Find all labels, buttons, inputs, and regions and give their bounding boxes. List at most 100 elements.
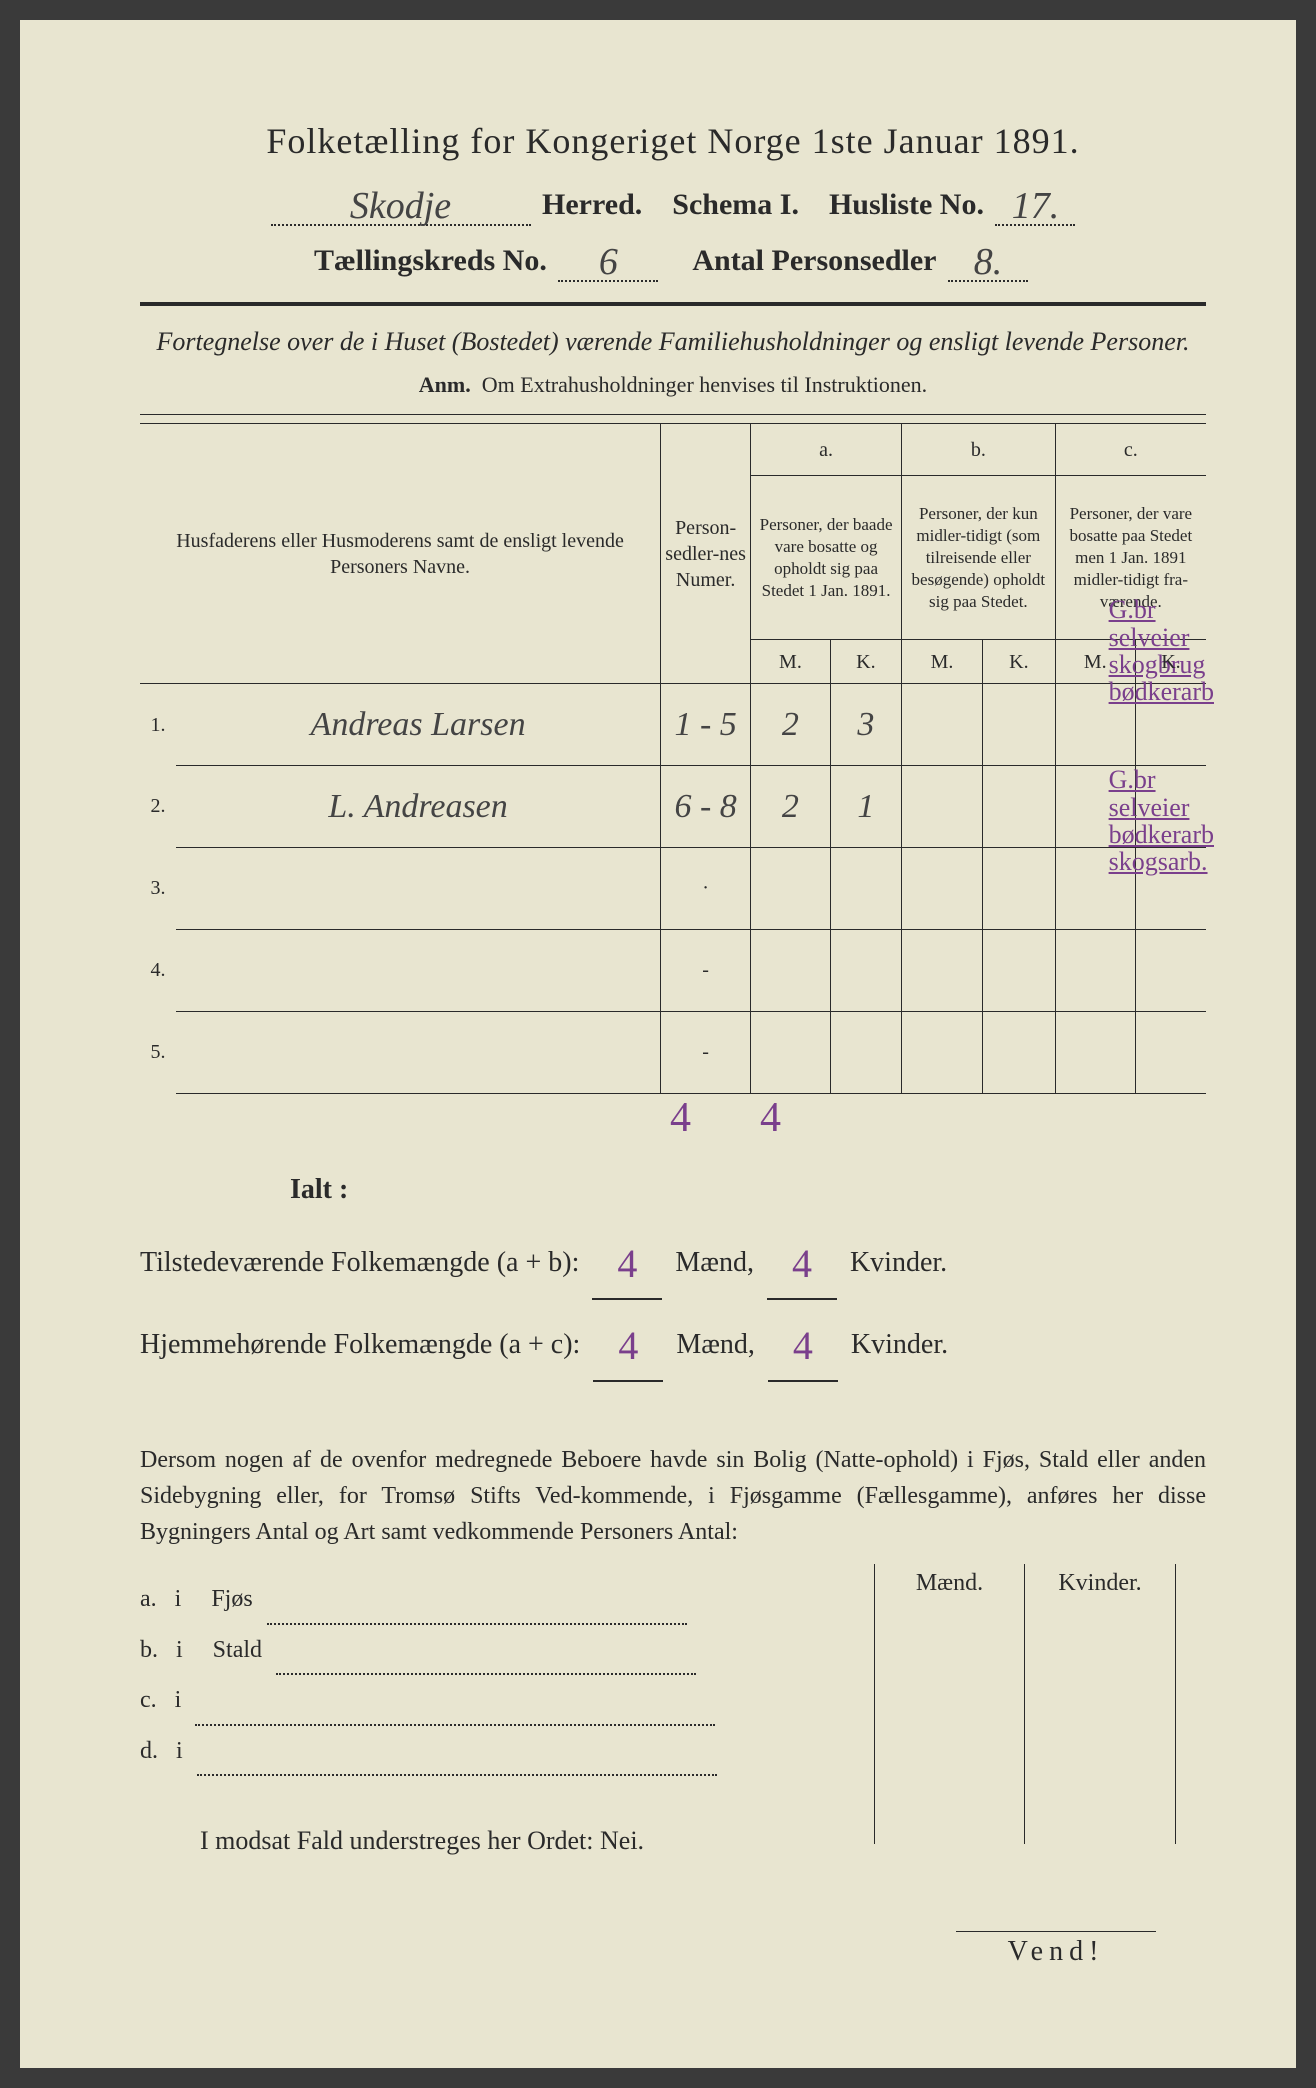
col-bm: M. bbox=[902, 640, 983, 684]
antal-label: Antal Personsedler bbox=[692, 244, 936, 277]
row-ck: G.brselveierbødkerarbskogsarb. bbox=[1135, 766, 1206, 848]
totals-block: Ialt : Tilstedeværende Folkemængde (a + … bbox=[140, 1162, 1206, 1382]
table-row: 3. · bbox=[140, 848, 1206, 930]
subheading: Fortegnelse over de i Huset (Bostedet) v… bbox=[140, 324, 1206, 360]
row-num: 2. bbox=[140, 766, 176, 848]
ialt-ak: 4 bbox=[760, 1094, 781, 1142]
row-sedler: · bbox=[661, 848, 751, 930]
row-am: 2 bbox=[751, 766, 831, 848]
row-num: 5. bbox=[140, 1012, 176, 1094]
col-numer-header: Person-sedler-nes Numer. bbox=[661, 424, 751, 684]
page-title: Folketælling for Kongeriget Norge 1ste J… bbox=[140, 120, 1206, 162]
row-sedler: 1 - 5 bbox=[661, 684, 751, 766]
row-bm bbox=[902, 930, 983, 1012]
row-sedler: - bbox=[661, 930, 751, 1012]
row-am bbox=[751, 930, 831, 1012]
row-bk bbox=[983, 848, 1056, 930]
herred-label: Herred. bbox=[542, 188, 642, 221]
table-row: 2. L. Andreasen 6 - 8 2 1 G.brselveierbø… bbox=[140, 766, 1206, 848]
herred-value: Skodje bbox=[350, 185, 451, 227]
row-ak: 3 bbox=[830, 684, 901, 766]
row-bm bbox=[902, 684, 983, 766]
ialt-am: 4 bbox=[670, 1094, 691, 1142]
col-am: M. bbox=[751, 640, 831, 684]
row-name: Andreas Larsen bbox=[176, 684, 661, 766]
husliste-label: Husliste No. bbox=[829, 188, 984, 221]
row-num: 4. bbox=[140, 930, 176, 1012]
row-bk bbox=[983, 766, 1056, 848]
kreds-field: 6 bbox=[558, 236, 658, 282]
row-bk bbox=[983, 684, 1056, 766]
antal-value: 8. bbox=[974, 241, 1003, 283]
husliste-value: 17. bbox=[1012, 185, 1060, 227]
row-ak: 1 bbox=[830, 766, 901, 848]
kreds-value: 6 bbox=[599, 241, 618, 283]
mk-box: Mænd. Kvinder. bbox=[874, 1564, 1176, 1844]
row-ak bbox=[830, 930, 901, 1012]
divider-2 bbox=[140, 414, 1206, 415]
row-num: 1. bbox=[140, 684, 176, 766]
row-bk bbox=[983, 930, 1056, 1012]
header-line-2: Skodje Herred. Schema I. Husliste No. 17… bbox=[140, 180, 1206, 226]
row-ck bbox=[1135, 1012, 1206, 1094]
row-ak bbox=[830, 848, 901, 930]
building-paragraph: Dersom nogen af de ovenfor medregnede Be… bbox=[140, 1442, 1206, 1550]
tilstede-m-field: 4 bbox=[592, 1218, 662, 1300]
table-row: 1. Andreas Larsen 1 - 5 2 3 bbox=[140, 684, 1206, 766]
kvinder-label-2: Kvinder. bbox=[851, 1329, 948, 1360]
kreds-label: Tællingskreds No. bbox=[314, 244, 547, 277]
row-cm bbox=[1055, 930, 1135, 1012]
col-b-text: Personer, der kun midler-tidigt (som til… bbox=[902, 476, 1056, 640]
col-ck: K. bbox=[1135, 640, 1206, 684]
row-sedler: 6 - 8 bbox=[661, 766, 751, 848]
hjemme-m-field: 4 bbox=[593, 1300, 663, 1382]
kvinder-label: Kvinder. bbox=[850, 1247, 947, 1278]
row-name bbox=[176, 930, 661, 1012]
col-ak: K. bbox=[830, 640, 901, 684]
row-am bbox=[751, 1012, 831, 1094]
row-name bbox=[176, 848, 661, 930]
table-row: 5. - bbox=[140, 1012, 1206, 1094]
tilstede-k-field: 4 bbox=[767, 1218, 837, 1300]
header-line-3: Tællingskreds No. 6 Antal Personsedler 8… bbox=[140, 236, 1206, 282]
herred-field: Skodje bbox=[271, 180, 531, 226]
vend-label: Vend! bbox=[956, 1931, 1156, 1968]
table-row: 4. - bbox=[140, 930, 1206, 1012]
tilstede-label: Tilstedeværende Folkemængde (a + b): bbox=[140, 1235, 579, 1291]
main-table: Husfaderens eller Husmoderens samt de en… bbox=[140, 423, 1206, 1094]
hjemme-k-field: 4 bbox=[768, 1300, 838, 1382]
divider-1 bbox=[140, 302, 1206, 306]
row-bm bbox=[902, 1012, 983, 1094]
col-c-text: Personer, der vare bosatte paa Stedet me… bbox=[1055, 476, 1206, 640]
ialt-label: Ialt : bbox=[290, 1162, 1206, 1218]
side-maend-header: Mænd. bbox=[875, 1564, 1025, 1844]
row-name: L. Andreasen bbox=[176, 766, 661, 848]
row-cm bbox=[1055, 1012, 1135, 1094]
row-am: 2 bbox=[751, 684, 831, 766]
census-form-page: Folketælling for Kongeriget Norge 1ste J… bbox=[20, 20, 1296, 2068]
row-name bbox=[176, 1012, 661, 1094]
building-table: Mænd. Kvinder. a. i Fjøs b. i Stald c. i… bbox=[140, 1574, 1206, 1776]
col-a-text: Personer, der baade vare bosatte og opho… bbox=[751, 476, 902, 640]
col-c-label: c. bbox=[1055, 424, 1206, 476]
side-kvinder-header: Kvinder. bbox=[1025, 1564, 1175, 1844]
schema-label: Schema I. bbox=[672, 188, 799, 221]
hjemme-label: Hjemmehørende Folkemængde (a + c): bbox=[140, 1317, 580, 1373]
row-bk bbox=[983, 1012, 1056, 1094]
maend-label: Mænd, bbox=[675, 1247, 754, 1278]
row-ak bbox=[830, 1012, 901, 1094]
row-am bbox=[751, 848, 831, 930]
antal-field: 8. bbox=[948, 236, 1028, 282]
row-bm bbox=[902, 766, 983, 848]
row-bm bbox=[902, 848, 983, 930]
row-ck bbox=[1135, 848, 1206, 930]
col-bk: K. bbox=[983, 640, 1056, 684]
row-sedler: - bbox=[661, 1012, 751, 1094]
col-a-label: a. bbox=[751, 424, 902, 476]
ialt-column-totals: 4 4 bbox=[140, 1094, 1206, 1134]
row-num: 3. bbox=[140, 848, 176, 930]
row-ck bbox=[1135, 684, 1206, 766]
anm-note: Anm. Anm. Om Extrahusholdninger henvises… bbox=[140, 372, 1206, 398]
col-b-label: b. bbox=[902, 424, 1056, 476]
maend-label-2: Mænd, bbox=[676, 1329, 755, 1360]
